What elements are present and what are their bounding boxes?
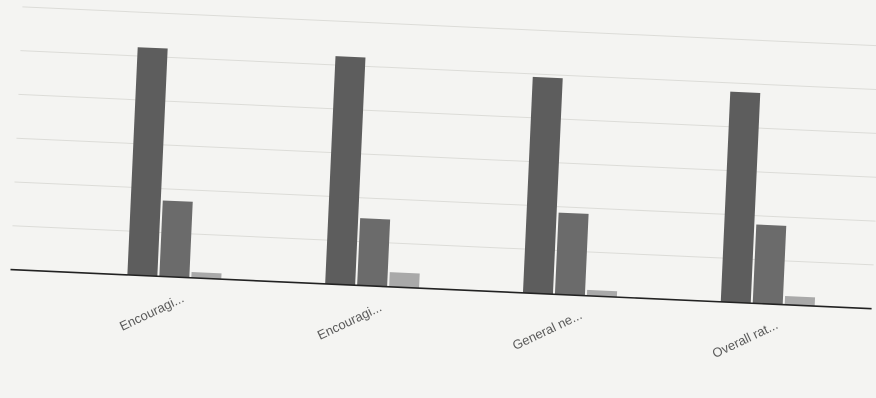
bar <box>752 224 787 305</box>
x-tick-label: Overall rat... <box>710 317 780 361</box>
x-tick-label: Encouragi... <box>117 290 186 333</box>
bar <box>389 272 420 289</box>
bar <box>159 200 193 278</box>
gridline <box>22 6 876 47</box>
bar <box>127 47 168 277</box>
bar <box>720 91 761 304</box>
bar <box>522 76 563 295</box>
labels-layer: Encouragi... Encouragi... General ne... Ove… <box>117 290 780 361</box>
x-tick-label: General ne... <box>510 307 584 353</box>
bar <box>554 212 589 296</box>
bar <box>325 56 366 286</box>
x-tick-label: Encouragi... <box>315 299 384 342</box>
bars-layer <box>127 47 816 307</box>
bar <box>784 295 816 307</box>
bar <box>357 218 391 287</box>
x-axis-baseline <box>10 268 872 310</box>
